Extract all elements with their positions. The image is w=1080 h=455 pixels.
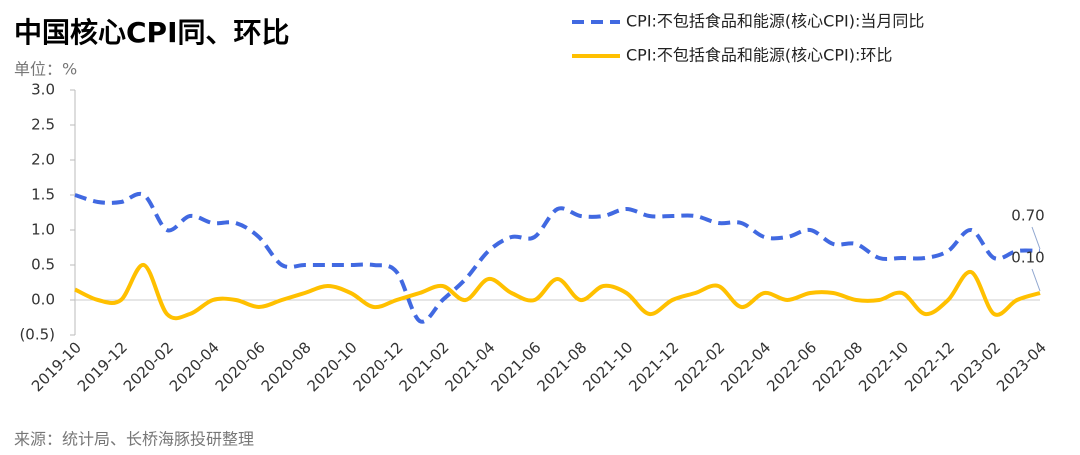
x-tick-label: 2022-04 bbox=[717, 338, 774, 395]
x-tick-label: 2023-04 bbox=[993, 338, 1050, 395]
x-tick-label: 2020-10 bbox=[304, 338, 361, 395]
label-leader bbox=[1031, 268, 1041, 292]
x-tick-label: 2020-02 bbox=[120, 338, 177, 395]
y-tick-label: 1.5 bbox=[31, 186, 55, 204]
y-tick-label: 2.5 bbox=[31, 116, 55, 134]
series-line bbox=[74, 263, 1041, 321]
x-tick-label: 2020-04 bbox=[166, 338, 223, 395]
y-tick-label: 2.0 bbox=[31, 151, 55, 169]
y-tick-label: 3.0 bbox=[31, 81, 55, 99]
x-tick-label: 2021-12 bbox=[625, 338, 682, 395]
x-tick-label: 2020-12 bbox=[350, 338, 407, 395]
x-tick-label: 2021-04 bbox=[442, 338, 499, 395]
x-tick-label: 2020-08 bbox=[258, 338, 315, 395]
y-tick-label: (0.5) bbox=[19, 326, 55, 344]
x-tick-label: 2021-08 bbox=[533, 338, 590, 395]
x-tick-label: 2020-06 bbox=[212, 338, 269, 395]
x-tick-label: 2021-06 bbox=[487, 338, 544, 395]
legend-label: CPI:不包括食品和能源(核心CPI):环比 bbox=[626, 46, 892, 65]
legend-label: CPI:不包括食品和能源(核心CPI):当月同比 bbox=[626, 12, 924, 31]
y-tick-label: 1.0 bbox=[31, 221, 55, 239]
data-label: 0.70 bbox=[1011, 207, 1044, 225]
label-leader bbox=[1031, 226, 1041, 250]
x-tick-label: 2021-10 bbox=[579, 338, 636, 395]
x-tick-label: 2023-02 bbox=[947, 338, 1004, 395]
x-tick-label: 2022-12 bbox=[901, 338, 958, 395]
y-tick-label: 0.0 bbox=[31, 291, 55, 309]
x-tick-label: 2022-02 bbox=[671, 338, 728, 395]
data-label: 0.10 bbox=[1011, 249, 1044, 267]
x-tick-label: 2019-10 bbox=[28, 338, 85, 395]
x-tick-label: 2019-12 bbox=[74, 338, 131, 395]
series-line bbox=[74, 191, 1041, 324]
chart-title: 中国核心CPI同、环比 bbox=[14, 16, 290, 49]
unit-label: 单位：% bbox=[14, 60, 77, 79]
x-tick-label: 2022-10 bbox=[855, 338, 912, 395]
y-tick-label: 0.5 bbox=[31, 256, 55, 274]
x-tick-label: 2022-08 bbox=[809, 338, 866, 395]
x-tick-label: 2021-02 bbox=[396, 338, 453, 395]
x-tick-label: 2022-06 bbox=[763, 338, 820, 395]
source: 来源：统计局、长桥海豚投研整理 bbox=[14, 430, 254, 449]
